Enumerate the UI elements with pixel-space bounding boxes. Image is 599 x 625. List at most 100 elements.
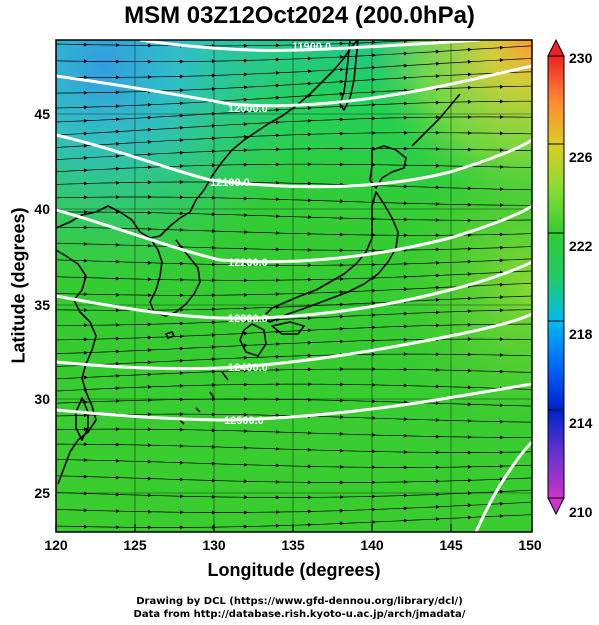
streamline-arrow	[499, 164, 504, 169]
streamline-arrow	[339, 314, 344, 319]
streamline-arrow	[83, 413, 88, 418]
streamline-arrow	[403, 184, 408, 189]
streamline-arrow	[467, 503, 472, 508]
x-tick-label: 130	[202, 537, 226, 553]
streamline-arrow	[179, 427, 184, 432]
streamline-arrow	[275, 57, 280, 62]
x-axis-label: Longitude (degrees)	[207, 560, 381, 580]
streamline-arrow	[499, 477, 504, 482]
streamline-arrow	[499, 131, 504, 136]
streamline-arrow	[403, 465, 408, 470]
streamline-arrow	[339, 199, 344, 204]
streamline-arrow	[371, 480, 376, 485]
streamline-arrow	[115, 386, 120, 391]
height-contours	[56, 40, 532, 532]
streamline-arrow	[147, 102, 152, 107]
streamline-arrow	[179, 346, 184, 351]
streamline-arrow	[275, 429, 280, 434]
streamline-arrow	[467, 322, 472, 327]
streamline-arrow	[339, 480, 344, 485]
streamline-arrow	[403, 383, 408, 388]
streamline-arrow	[403, 51, 408, 56]
streamline-arrow	[275, 70, 280, 75]
contour-label: 12200.0	[228, 257, 268, 269]
streamline-arrow	[499, 514, 504, 518]
streamline-arrow	[83, 427, 88, 432]
streamline-arrow	[115, 75, 120, 80]
streamline-arrow	[243, 58, 248, 63]
map-title: MSM 03Z12Oct2024 (200.0hPa)	[124, 2, 475, 29]
streamline-arrow	[371, 416, 376, 421]
streamline-arrow	[243, 479, 248, 484]
streamline-arrow	[211, 212, 216, 217]
streamline-arrow	[115, 361, 120, 366]
streamline-arrow	[115, 475, 120, 480]
streamline-arrow	[435, 49, 440, 54]
streamline-arrow	[307, 146, 312, 151]
streamline-arrow	[83, 42, 88, 47]
streamline-arrow	[147, 260, 152, 265]
streamline-arrow	[499, 282, 504, 287]
streamline-arrow	[435, 352, 440, 357]
streamline-arrow	[499, 232, 504, 237]
streamline-arrow	[243, 85, 248, 90]
streamline-arrow	[83, 323, 88, 328]
streamline-arrow	[211, 332, 216, 337]
streamline-arrow	[211, 412, 216, 417]
streamline-arrow	[307, 69, 312, 74]
streamline-arrow	[435, 492, 440, 497]
streamline-arrow	[371, 352, 376, 357]
streamline-arrow	[435, 130, 440, 135]
colorbar-tick-label: 214	[569, 415, 593, 431]
streamline-arrow	[467, 337, 472, 342]
streamline-arrow	[339, 432, 344, 436]
streamline-arrow	[179, 113, 184, 118]
streamline-arrow	[403, 115, 408, 120]
streamline-arrow	[243, 368, 248, 373]
streamline-arrow	[147, 210, 152, 215]
streamline-arrow	[211, 195, 216, 200]
temperature-field	[56, 40, 532, 532]
streamline-arrow	[371, 102, 376, 107]
streamline-arrow	[339, 79, 344, 84]
streamline-arrow	[275, 382, 280, 387]
streamline-arrow	[435, 517, 440, 521]
streamline-arrow	[371, 233, 376, 237]
streamline-arrow	[115, 442, 120, 447]
streamline-arrow	[403, 217, 408, 222]
streamline-arrow	[339, 67, 344, 72]
streamline-arrow	[115, 59, 120, 64]
streamline	[56, 58, 532, 78]
streamline-arrow	[339, 41, 344, 46]
contour-label: 12000.0	[228, 103, 268, 115]
streamline-arrow	[499, 450, 504, 455]
streamline-arrow	[115, 373, 120, 378]
streamline-arrow	[339, 448, 344, 453]
streamline-arrow	[275, 197, 280, 202]
streamline	[56, 270, 532, 281]
streamline-arrow	[371, 494, 376, 499]
streamline-arrow	[211, 444, 216, 449]
streamline-arrow	[83, 118, 88, 123]
streamline-arrow	[275, 43, 280, 48]
streamline-arrow	[243, 196, 248, 201]
streamline-arrow	[371, 338, 376, 343]
streamline-arrow	[83, 195, 88, 200]
streamline-arrow	[435, 310, 440, 315]
contour-label: 12500.0	[224, 415, 264, 427]
streamline-arrow	[499, 187, 504, 192]
streamline-arrow	[307, 81, 312, 86]
streamline-arrow	[403, 63, 408, 68]
streamline-arrow	[179, 494, 184, 499]
streamline-arrow	[467, 272, 472, 277]
streamline	[56, 148, 532, 160]
streamline	[56, 501, 532, 513]
streamline-arrow	[243, 343, 248, 348]
streamline-arrow	[115, 349, 120, 354]
streamline-arrow	[211, 369, 216, 374]
streamline-arrow	[339, 117, 344, 122]
streamline-arrow	[467, 478, 472, 483]
streamline	[56, 368, 532, 380]
streamline-arrow	[339, 367, 344, 372]
streamline-arrow	[307, 397, 312, 402]
